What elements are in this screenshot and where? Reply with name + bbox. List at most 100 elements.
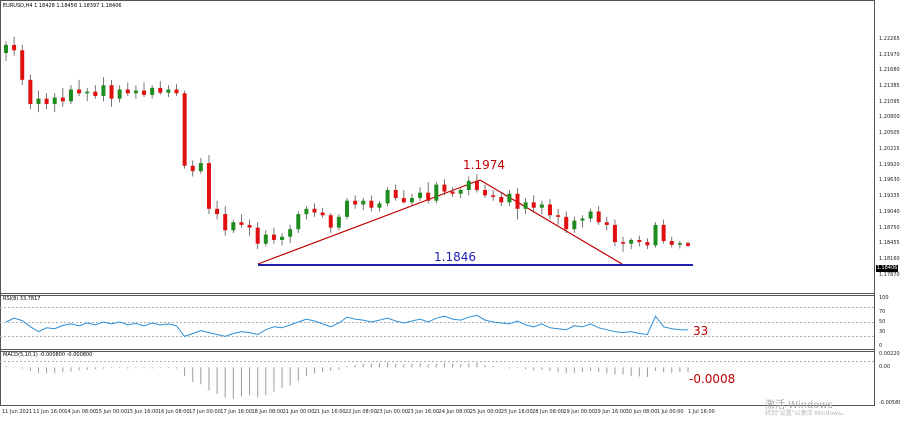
time-tick-label: 14 Jun 08:00	[64, 409, 97, 415]
rsi-tick-label: 0	[879, 343, 883, 349]
candle	[190, 160, 195, 177]
candle	[385, 187, 390, 207]
candle	[263, 230, 268, 247]
trendline-up[interactable]	[257, 179, 481, 265]
macd-value-label: -0.0008	[689, 372, 736, 386]
candle	[336, 214, 341, 231]
time-tick-label: 29 Jun 00:00	[563, 409, 596, 415]
macd-histogram	[5, 362, 689, 399]
macd-header: MACD(5,10,1) -0.000800 -0.000800	[3, 352, 93, 358]
candle	[677, 241, 682, 249]
candle	[547, 199, 552, 220]
candle	[629, 238, 634, 250]
candle	[523, 198, 528, 215]
candle	[369, 195, 374, 212]
macd-tick-label: 0.002201	[879, 350, 900, 357]
time-tick-label: 1 Jul 00:00	[656, 409, 684, 415]
candle	[77, 79, 82, 96]
candle	[4, 41, 8, 62]
candlestick-series	[4, 36, 690, 252]
candle	[166, 85, 171, 98]
candle	[52, 93, 57, 113]
candle	[320, 207, 325, 218]
candle	[150, 85, 155, 99]
time-tick-label: 15 Jun 00:00	[95, 409, 128, 415]
candle	[101, 77, 106, 102]
candle	[539, 200, 544, 215]
rsi-tick-label: 30	[879, 328, 886, 335]
time-tick-label: 24 Jun 08:00	[438, 409, 471, 415]
candle	[637, 235, 642, 247]
candle	[312, 203, 317, 217]
candle	[206, 155, 211, 215]
candle	[661, 219, 666, 244]
chart-header: EURUSD,H4 1.18428 1.18458 1.18397 1.1840…	[3, 3, 122, 9]
windows-activation-watermark: 激活 Windows	[765, 400, 833, 411]
candle	[68, 85, 73, 105]
candle	[442, 179, 447, 196]
price-tick-label: 1.20505	[879, 130, 900, 137]
candle	[215, 200, 220, 220]
price-tick-label: 1.18750	[879, 224, 900, 231]
candle	[604, 216, 609, 231]
macd-tick-label: 0.00	[879, 364, 891, 371]
trendline-group[interactable]	[257, 179, 693, 266]
candle	[280, 232, 285, 246]
price-tick-label: 1.19920	[879, 161, 900, 168]
candle	[580, 215, 585, 228]
trendline-down[interactable]	[479, 179, 623, 265]
top-price-label: 1.1974	[463, 158, 505, 172]
candle	[531, 195, 536, 212]
candle	[645, 238, 650, 250]
rsi-header: RSI(8) 33.7817	[3, 296, 41, 302]
current-price-tag: 1.18406	[876, 265, 898, 272]
candle	[572, 216, 577, 233]
price-tick-label: 1.21680	[879, 67, 900, 74]
macd-tick-label: -0.005880	[879, 400, 900, 406]
price-tick-label: 1.20215	[879, 145, 900, 152]
candle	[393, 184, 398, 201]
windows-activation-hint: 转到"设置"以激活 Windows。	[765, 410, 848, 417]
candle	[426, 181, 431, 204]
time-tick-label: 29 Jun 16:00	[594, 409, 627, 415]
candle	[377, 200, 382, 212]
candle	[36, 90, 41, 113]
candle	[564, 211, 569, 233]
time-tick-label: 11 Jun 2021	[2, 409, 33, 415]
time-tick-label: 21 Jun 00:00	[282, 409, 315, 415]
candle	[133, 85, 138, 99]
time-tick-label: 25 Jun 00:00	[469, 409, 502, 415]
candle	[361, 198, 366, 210]
candle	[434, 181, 439, 204]
time-tick-label: 17 Jun 00:00	[189, 409, 221, 415]
candle	[669, 236, 674, 248]
candle	[653, 222, 658, 248]
candle	[596, 206, 601, 225]
candle	[231, 219, 236, 233]
candle	[474, 174, 479, 193]
price-tick-label: 1.17870	[879, 271, 900, 278]
candle	[621, 236, 626, 252]
time-tick-label: 23 Jun 16:00	[407, 409, 440, 415]
candle	[401, 189, 406, 204]
candle	[109, 79, 114, 107]
rsi-series	[5, 314, 689, 337]
candle	[328, 213, 333, 233]
candle	[174, 84, 179, 96]
time-tick-label: 1 Jul 16:00	[688, 409, 715, 415]
price-tick-label: 1.19335	[879, 193, 900, 200]
candle	[255, 222, 260, 250]
price-tick-label: 1.22265	[879, 35, 900, 42]
price-tick-label: 1.21385	[879, 83, 900, 90]
candle	[60, 87, 65, 107]
price-tick-label: 1.21095	[879, 98, 900, 105]
candle	[223, 206, 228, 236]
candle	[499, 192, 504, 207]
time-tick-label: 11 Jun 16:00	[33, 409, 65, 415]
rsi-value-label: 33	[693, 324, 709, 338]
price-tick-label: 1.18455	[879, 240, 900, 247]
candle	[304, 206, 309, 220]
candle	[44, 93, 49, 110]
rsi-tick-label: 70	[879, 309, 886, 316]
